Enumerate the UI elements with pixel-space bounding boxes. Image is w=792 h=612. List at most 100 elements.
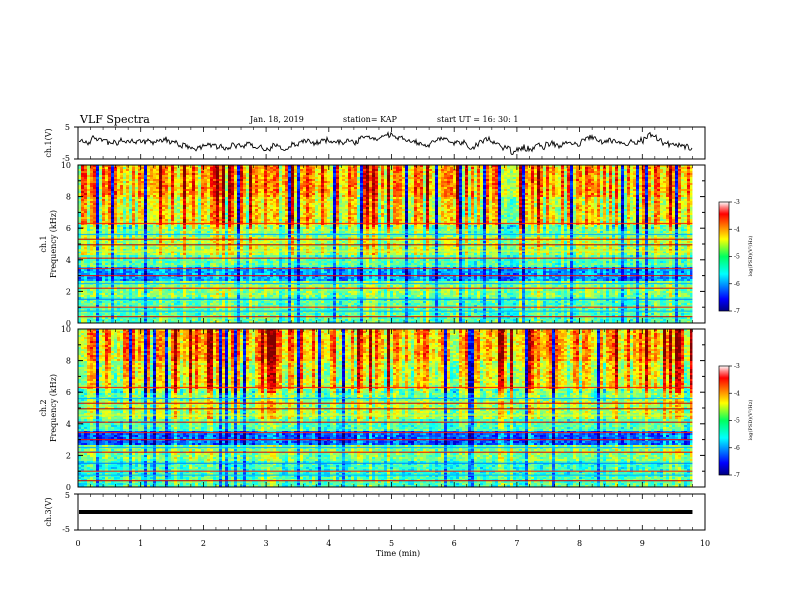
spectrogram-cell <box>459 169 463 172</box>
spectrogram-cell <box>342 185 346 188</box>
spectrogram-cell <box>489 203 493 206</box>
spectrogram-cell <box>300 201 304 204</box>
spectrogram-cell <box>579 191 583 194</box>
spectrogram-cell <box>141 165 145 168</box>
spectrogram-cell <box>381 185 385 188</box>
spectrogram-cell <box>162 169 166 172</box>
spectrogram-cell <box>399 209 403 212</box>
spectrogram-cell <box>120 191 124 194</box>
spectrogram-cell <box>294 191 298 194</box>
spectrogram-cell <box>345 173 349 176</box>
spectrogram-cell <box>222 209 226 212</box>
spectrogram-cell <box>246 165 250 168</box>
spectrogram-cell <box>411 183 415 186</box>
spectrogram-cell <box>507 175 511 178</box>
spectrogram-cell <box>687 189 691 192</box>
spectrogram-cell <box>315 207 319 210</box>
spectrogram-cell <box>468 203 472 206</box>
spectrogram-cell <box>543 189 547 192</box>
spectrogram-cell <box>612 169 616 172</box>
spectrogram-cell <box>522 199 526 202</box>
spectrogram-cell <box>489 193 493 196</box>
spectrogram-cell <box>492 195 496 198</box>
spectrogram-cell <box>168 203 172 206</box>
spectrogram-cell <box>531 177 535 180</box>
spectrogram-cell <box>582 197 586 200</box>
spectrogram-cell <box>615 183 619 186</box>
spectrogram-cell <box>603 169 607 172</box>
spectrogram-cell <box>639 183 643 186</box>
spectrogram-cell <box>276 203 280 206</box>
spectrogram-cell <box>504 211 508 214</box>
spectrogram-cell <box>414 179 418 182</box>
spectrogram-cell <box>672 185 676 188</box>
spectrogram-cell <box>432 193 436 196</box>
spectrogram-cell <box>249 189 253 192</box>
spectrogram-cell <box>444 177 448 180</box>
spectrogram-cell <box>408 203 412 206</box>
spectrogram-cell <box>258 173 262 176</box>
spectrogram-cell <box>375 193 379 196</box>
spectrogram-cell <box>609 207 613 210</box>
spectrogram-cell <box>450 195 454 198</box>
spectrogram-cell <box>483 201 487 204</box>
spectrogram-cell <box>114 191 118 194</box>
spectrogram-cell <box>567 169 571 172</box>
spectrogram-cell <box>492 185 496 188</box>
spectrogram-cell <box>189 167 193 170</box>
spectrogram-cell <box>525 189 529 192</box>
spectrogram-cell <box>84 165 88 168</box>
spectrogram-cell <box>261 211 265 214</box>
spectrogram-cell <box>297 183 301 186</box>
spectrogram-cell <box>489 195 493 198</box>
spectrogram-cell <box>282 171 286 174</box>
spectrogram-cell <box>237 209 241 212</box>
spectrogram-cell <box>294 171 298 174</box>
spectrogram-cell <box>282 181 286 184</box>
spectrogram-cell <box>621 197 625 200</box>
spectrogram-cell <box>363 177 367 180</box>
spectrogram-cell <box>504 177 508 180</box>
spectrogram-cell <box>468 201 472 204</box>
spectrogram-cell <box>84 189 88 192</box>
spectrogram-cell <box>429 189 433 192</box>
spectrogram-cell <box>336 189 340 192</box>
spectrogram-cell <box>561 179 565 182</box>
spectrogram-cell <box>552 181 556 184</box>
spectrogram-cell <box>333 209 337 212</box>
spectrogram-cell <box>339 167 343 170</box>
spectrogram-cell <box>540 205 544 208</box>
spectrogram-cell <box>564 201 568 204</box>
spectrogram-cell <box>390 197 394 200</box>
spectrogram-cell <box>366 185 370 188</box>
spectrogram-cell <box>249 205 253 208</box>
spectrogram-cell <box>303 179 307 182</box>
spectrogram-cell <box>471 165 475 168</box>
spectrogram-cell <box>219 211 223 214</box>
spectrogram-cell <box>417 187 421 190</box>
spectrogram-cell <box>663 171 667 174</box>
spectrogram-cell <box>339 173 343 176</box>
spectrogram-cell <box>405 197 409 200</box>
spectrogram-cell <box>351 165 355 168</box>
spectrogram-cell <box>681 165 685 168</box>
spectrogram-cell <box>93 199 97 202</box>
spectrogram-cell <box>207 167 211 170</box>
spectrogram-cell <box>153 197 157 200</box>
spectrogram-cell <box>249 209 253 212</box>
spectrogram-cell <box>162 191 166 194</box>
spectrogram-cell <box>594 203 598 206</box>
spectrogram-cell <box>399 189 403 192</box>
spectrogram-cell <box>558 197 562 200</box>
spectrogram-cell <box>474 199 478 202</box>
spectrogram-cell <box>129 169 133 172</box>
spectrogram-cell <box>510 171 514 174</box>
spectrogram-cell <box>297 167 301 170</box>
spectrogram-cell <box>204 187 208 190</box>
spectrogram-cell <box>474 187 478 190</box>
spectrogram-cell <box>501 201 505 204</box>
spectrogram-cell <box>525 211 529 214</box>
spectrogram-cell <box>468 169 472 172</box>
spectrogram-cell <box>669 175 673 178</box>
spectrogram-cell <box>441 205 445 208</box>
